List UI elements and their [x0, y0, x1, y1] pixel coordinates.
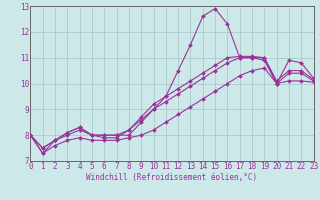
X-axis label: Windchill (Refroidissement éolien,°C): Windchill (Refroidissement éolien,°C) [86, 173, 258, 182]
